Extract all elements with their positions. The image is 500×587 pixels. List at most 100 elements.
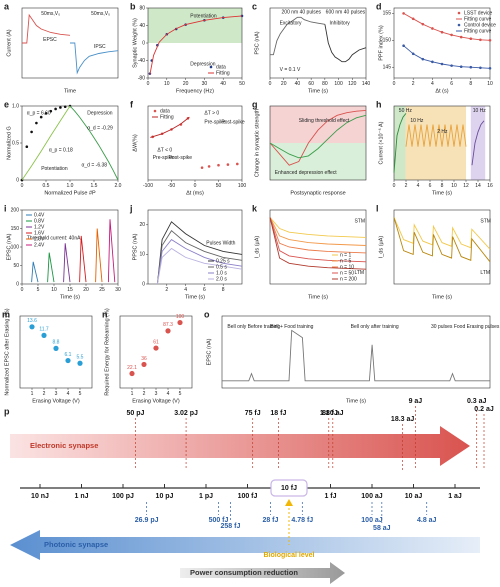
x-tick-label: 3 xyxy=(155,391,158,397)
x-tick-label: 8 xyxy=(469,81,472,87)
annotation: IPSC xyxy=(94,44,106,50)
x-tick-label: 0 xyxy=(269,81,272,87)
legend-label: n = 10 xyxy=(340,264,354,270)
electronic-value: 75 fJ xyxy=(245,410,261,417)
scale-label: 10 nJ xyxy=(31,493,49,500)
series-line xyxy=(269,109,367,166)
series-line xyxy=(269,217,367,254)
reduction-arrow xyxy=(180,562,345,584)
data-label: 11.7 xyxy=(39,327,49,333)
data-point xyxy=(63,105,67,109)
reduction-label: Power consumption reduction xyxy=(190,568,298,577)
x-tick-label: 20 xyxy=(183,81,189,87)
data-point xyxy=(59,106,62,109)
data-point xyxy=(207,165,211,168)
electronic-arrow xyxy=(10,426,470,466)
scale-label: 10 aJ xyxy=(405,493,423,500)
data-point xyxy=(165,328,171,334)
plot-frame xyxy=(269,7,367,79)
data-point xyxy=(177,319,183,326)
x-axis-label: Erasing Voltage (V) xyxy=(132,398,180,404)
photonic-value: 100 aJ xyxy=(361,517,383,524)
legend-label: data xyxy=(216,64,226,70)
x-tick-label: 30 xyxy=(202,81,208,87)
x-axis-label: Δt (s) xyxy=(435,88,448,94)
annotation: Inhibitory xyxy=(330,21,351,27)
annotation: 10 Hz xyxy=(410,118,424,124)
annotation: ΔT > 0 xyxy=(204,111,219,117)
series-line xyxy=(21,105,71,181)
photonic-value: 28 fJ xyxy=(262,517,278,524)
legend-label: 2.0 s xyxy=(216,276,227,282)
annotation: ΔT < 0 xyxy=(157,148,172,154)
x-tick-label: -50 xyxy=(168,183,175,189)
y-axis-label: I_ds (μA) xyxy=(378,236,384,259)
series-line xyxy=(393,217,491,250)
y-tick-label: 50 xyxy=(13,263,19,269)
data-label: 5.5 xyxy=(77,355,84,361)
data-label: 61 xyxy=(153,339,159,345)
series-line xyxy=(156,239,243,285)
data-point xyxy=(41,332,47,338)
data-label: 100 xyxy=(176,314,185,320)
photonic-value: 500 fJ xyxy=(209,517,229,524)
annotation: α_p = 6.60 xyxy=(27,111,51,117)
data-label: 8.8 xyxy=(53,340,60,346)
panel-label: e xyxy=(4,99,9,109)
x-tick-label: 140 xyxy=(362,81,371,87)
annotation: Pulses Width xyxy=(206,241,235,247)
series-line xyxy=(269,217,367,270)
x-tick-label: 4 xyxy=(184,287,187,293)
series-line xyxy=(63,243,71,283)
legend-label: 0.25 s xyxy=(216,258,230,264)
panel-label: j xyxy=(129,203,133,213)
x-tick-label: 40 xyxy=(220,81,226,87)
x-tick-label: 4 xyxy=(431,81,434,87)
x-tick-label: 2 xyxy=(143,391,146,397)
plot-frame xyxy=(393,209,491,285)
scale-label: 1 pJ xyxy=(199,493,213,500)
annotation: Sliding threshold effect xyxy=(299,118,350,124)
panel-label: h xyxy=(376,99,382,109)
panel-label: l xyxy=(376,203,379,213)
x-tick-label: 6 xyxy=(450,81,453,87)
y-tick-label: 155 xyxy=(383,11,392,17)
data-point xyxy=(65,357,71,364)
series-line xyxy=(150,116,190,138)
x-tick-label: 1.5 xyxy=(91,183,98,189)
electronic-value: 0.3 aJ xyxy=(467,398,487,405)
x-tick-label: 4 xyxy=(167,391,170,397)
x-axis-label: Time xyxy=(64,88,76,94)
biological-box xyxy=(270,479,308,497)
series-line xyxy=(47,252,55,283)
x-tick-label: 10 xyxy=(51,287,57,293)
data-point xyxy=(54,107,57,111)
x-tick-label: 60 xyxy=(308,81,314,87)
data-point xyxy=(53,345,59,351)
scale-label: 1 nJ xyxy=(74,493,88,500)
x-axis-label: Time (s) xyxy=(308,88,328,94)
series-line xyxy=(324,24,367,63)
annotation: Depression xyxy=(87,111,113,117)
y-tick-label: 10 xyxy=(139,252,145,258)
x-axis-label: Postsynaptic response xyxy=(290,190,345,196)
plot-frame xyxy=(21,105,119,181)
annotation: EPSC xyxy=(43,37,57,43)
legend-symbol xyxy=(153,109,157,113)
x-tick-label: 2 xyxy=(43,391,46,397)
annotation: Pre-spike xyxy=(204,120,225,126)
series-line xyxy=(471,120,485,166)
x-tick-label: 2.0 xyxy=(115,183,122,189)
scale-label: 100 fJ xyxy=(238,493,258,500)
panel-label: n xyxy=(102,309,108,319)
data-point xyxy=(29,324,35,330)
electronic-value: 9 aJ xyxy=(409,398,423,405)
y-tick-label: 0 xyxy=(16,281,19,287)
annotation: Bell only Before training xyxy=(227,324,280,330)
x-tick-label: 4 xyxy=(67,391,70,397)
series-line xyxy=(270,16,325,56)
series-line xyxy=(269,114,367,159)
data-point xyxy=(217,163,220,167)
x-axis-label: Time (s) xyxy=(346,398,366,404)
